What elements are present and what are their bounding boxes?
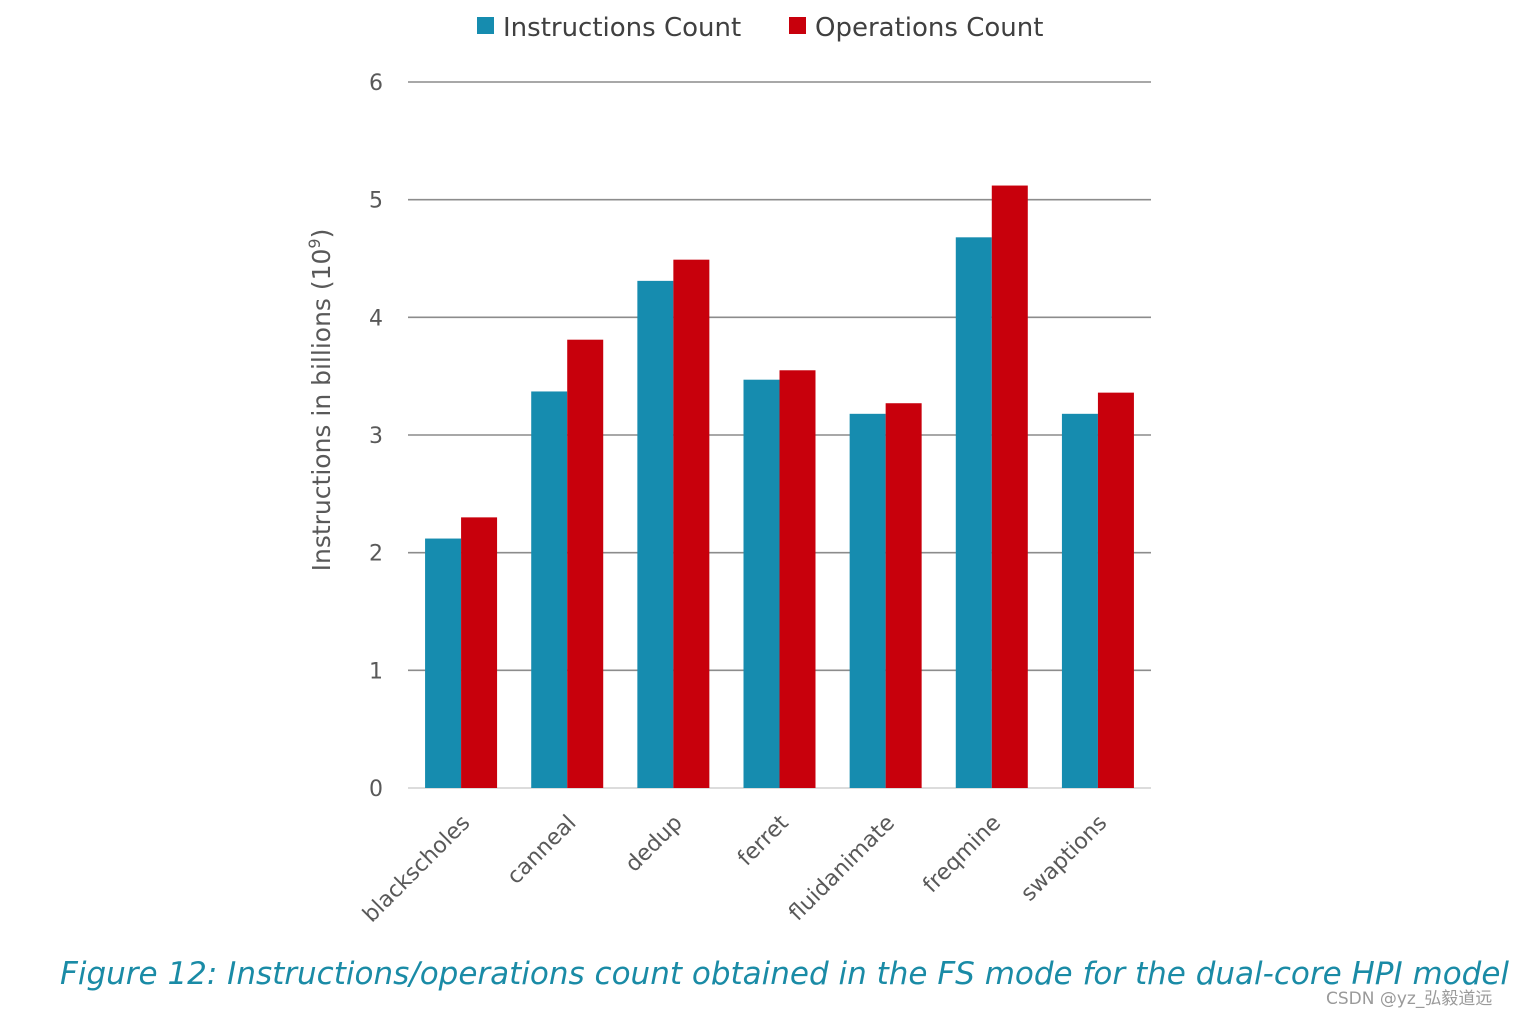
legend-label-instructions: Instructions Count: [503, 13, 741, 43]
legend-label-operations: Operations Count: [815, 13, 1043, 43]
bar-operations-dedup: [673, 259, 710, 789]
bar-operations-ferret: [779, 370, 816, 788]
bar-instructions-fluidanimate: [849, 413, 886, 788]
y-tick-label: 5: [369, 189, 383, 214]
bar-operations-swaptions: [1097, 392, 1134, 788]
bar-operations-fluidanimate: [885, 403, 922, 788]
legend-swatch-operations: [789, 17, 806, 34]
chart-legend: Instructions Count Operations Count: [477, 13, 1043, 43]
bar-operations-freqmine: [991, 185, 1028, 789]
x-tick-label: swaptions: [1016, 811, 1112, 907]
x-tick-label: canneal: [503, 811, 582, 890]
y-tick-label: 4: [369, 306, 383, 331]
bar-instructions-dedup: [637, 280, 674, 788]
bar-instructions-swaptions: [1061, 413, 1098, 788]
y-tick-label: 0: [369, 777, 383, 802]
x-tick-labels: blackscholes canneal dedup ferretfluidanima…: [358, 810, 1112, 927]
legend-swatch-instructions: [477, 17, 494, 34]
bars: [425, 185, 1134, 789]
y-tick-label: 6: [369, 71, 383, 96]
x-tick-label: ferret: [733, 810, 794, 871]
y-tick-labels: 0 1 2 3 4 5 6: [369, 71, 383, 802]
figure-caption: Figure 12: Instructions/operations count…: [60, 956, 1510, 992]
y-tick-label: 2: [369, 542, 383, 567]
y-axis-label: Instructions in billions (109): [305, 229, 336, 572]
x-tick-label: blackscholes: [358, 811, 475, 928]
x-tick-label: dedup: [621, 811, 688, 878]
bar-instructions-ferret: [743, 379, 780, 788]
x-tick-label: fluidanimate: [784, 811, 900, 927]
y-tick-label: 1: [369, 659, 383, 684]
bar-instructions-blackscholes: [425, 538, 462, 788]
y-tick-label: 3: [369, 424, 383, 449]
bar-instructions-freqmine: [955, 237, 992, 788]
y-axis-label-sup: 9: [305, 238, 324, 248]
bar-operations-canneal: [567, 339, 604, 788]
x-tick-label: freqmine: [918, 811, 1006, 899]
y-axis-label-close: ): [307, 229, 336, 239]
watermark: CSDN @yz_弘毅道远: [1326, 989, 1493, 1009]
bar-operations-blackscholes: [461, 517, 498, 788]
y-axis-label-text: Instructions in billions (10: [307, 249, 336, 572]
bar-instructions-canneal: [531, 391, 568, 788]
